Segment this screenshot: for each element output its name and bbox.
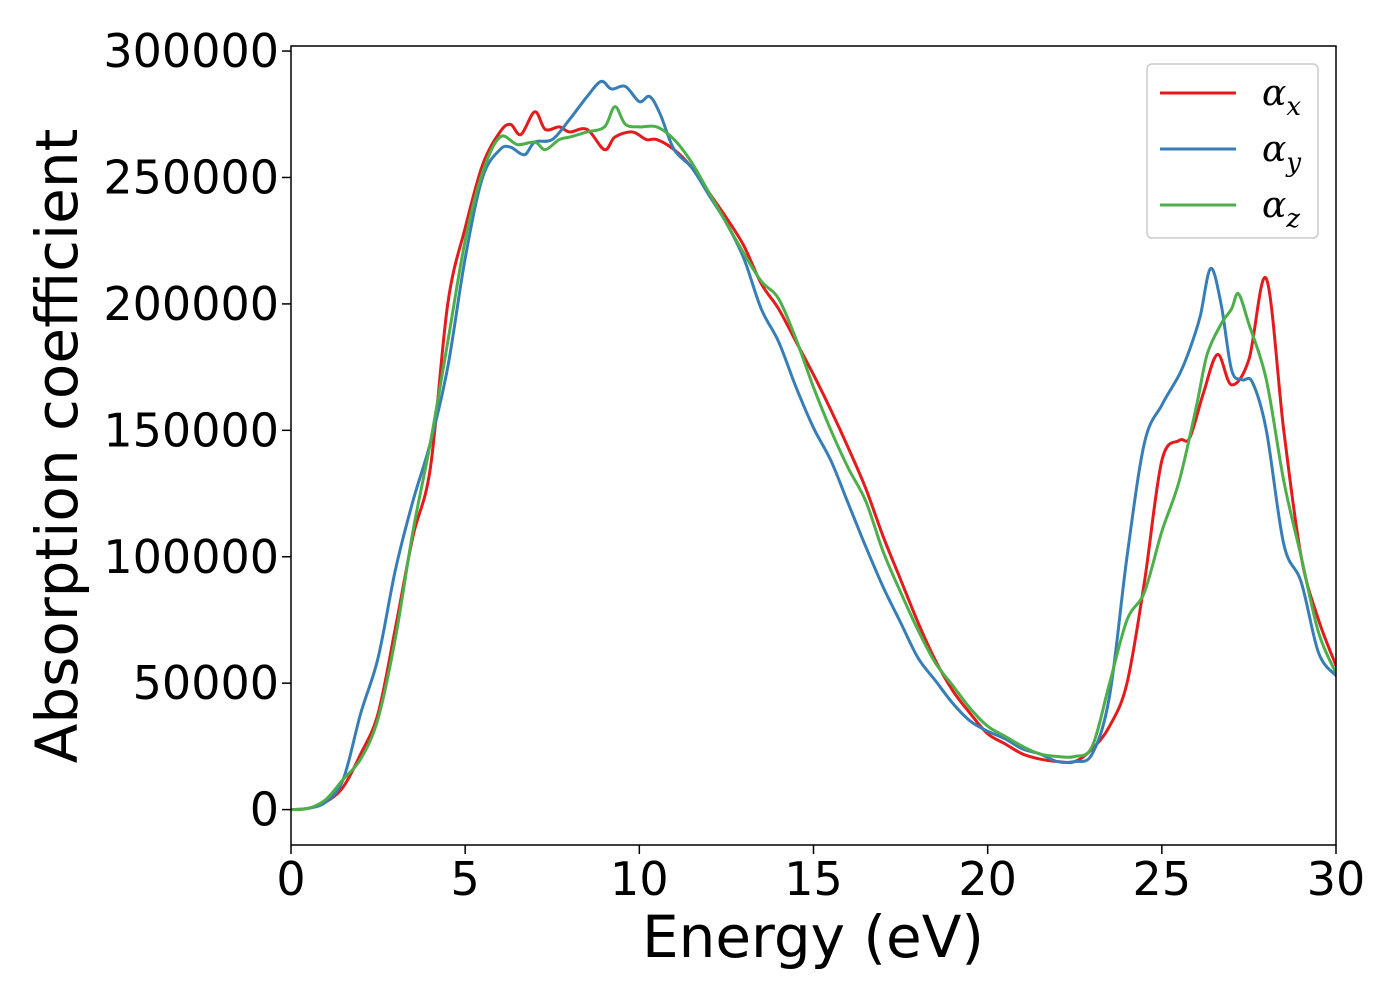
x-tick-label: 30 (1307, 852, 1366, 906)
ticks-layer: 0 5 10 15 20 25 30 0 50000 100000 150000 200000 2500… (103, 24, 1365, 906)
x-tick-label: 25 (1133, 852, 1192, 906)
y-axis-title: Absorption coefficient (23, 129, 91, 764)
x-tick-label: 5 (451, 852, 480, 906)
y-tick-label: 100000 (103, 530, 279, 584)
x-tick-label: 0 (276, 852, 305, 906)
legend-label-alpha-x: αx (1262, 73, 1301, 122)
x-tick-label: 15 (784, 852, 843, 906)
series-layer (291, 79, 1336, 812)
y-tick-label: 200000 (103, 277, 279, 331)
x-axis-title: Energy (eV) (642, 903, 984, 971)
y-tick-label: 250000 (103, 150, 279, 204)
legend-label-alpha-y: αy (1262, 129, 1301, 178)
legend: αx αy αz (1146, 63, 1319, 239)
series-line-alpha-z (291, 105, 1336, 812)
y-tick-label: 300000 (103, 24, 279, 78)
legend-box (1146, 63, 1319, 239)
y-tick-label: 0 (250, 783, 279, 837)
legend-items: αx αy αz (1160, 73, 1301, 234)
series-line-alpha-y (291, 79, 1336, 812)
x-tick-label: 10 (610, 852, 669, 906)
legend-label-alpha-z: αz (1262, 185, 1300, 234)
y-tick-label: 50000 (133, 656, 279, 710)
y-tick-label: 150000 (103, 403, 279, 457)
x-tick-label: 20 (958, 852, 1017, 906)
